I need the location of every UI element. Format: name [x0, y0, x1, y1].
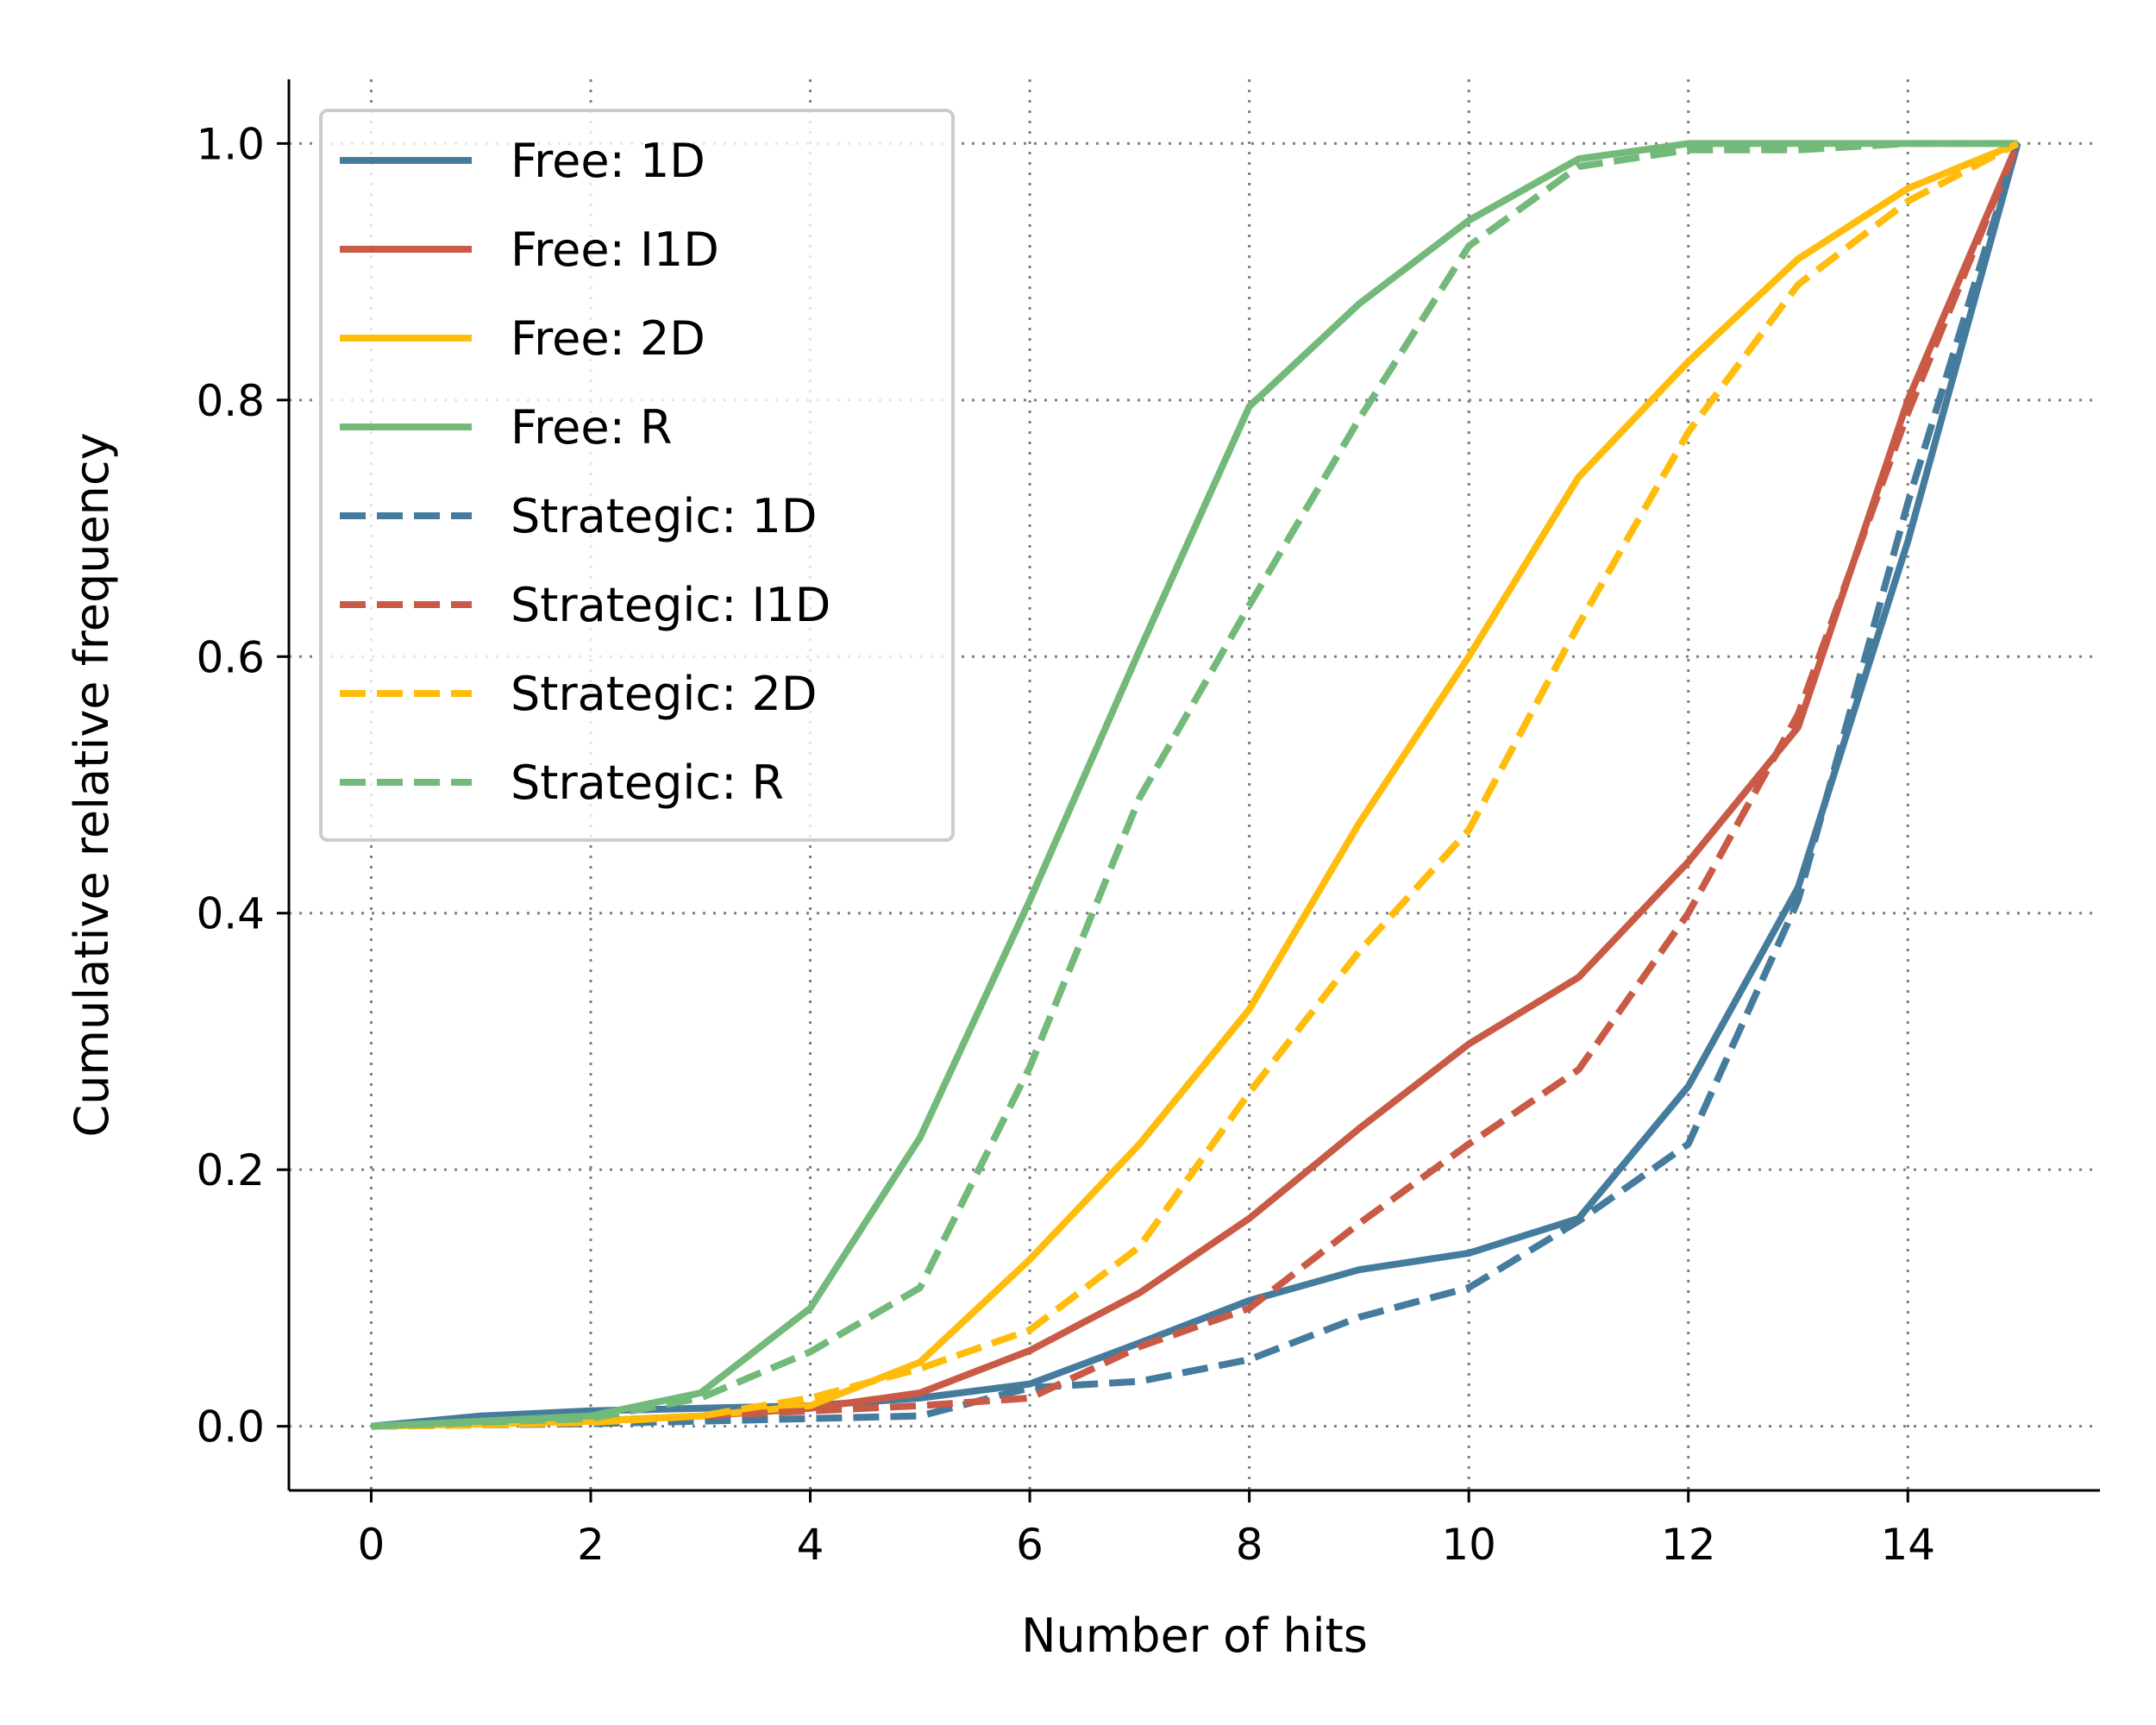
legend-label: Free: 1D	[511, 134, 705, 188]
series-line-free-r	[371, 140, 2018, 1430]
legend-label: Free: I1D	[511, 223, 719, 277]
legend-label: Free: 2D	[511, 311, 705, 366]
series-line-strategic-r	[371, 140, 2018, 1430]
legend: Free: 1D Free: I1D Free: 2D Free: R Strategi…	[319, 109, 955, 842]
y-tick-label: 0.4	[196, 889, 265, 939]
legend-label: Strategic: 2D	[511, 667, 817, 721]
x-tick-label: 6	[1016, 1520, 1044, 1570]
y-tick-label: 0.8	[196, 376, 265, 426]
y-tick-label: 0.6	[196, 632, 265, 682]
x-tick-label: 2	[577, 1520, 605, 1570]
x-tick-label: 14	[1880, 1520, 1935, 1570]
legend-label: Strategic: 1D	[511, 489, 817, 543]
legend-frame	[319, 109, 955, 842]
series-layer	[371, 140, 2021, 1430]
x-tick-label: 8	[1236, 1520, 1263, 1570]
y-tick-label: 0.0	[196, 1402, 265, 1452]
y-tick-label: 1.0	[196, 119, 265, 169]
series-line-strategic-2d	[371, 140, 2020, 1430]
ticks: 0 2 4 6 8 10 12 14 0.0 0.2 0.4 0.6 0.8 1.0	[196, 119, 1935, 1570]
x-tick-label: 10	[1441, 1520, 1496, 1570]
y-axis-label: Cumulative relative frequency	[65, 432, 119, 1137]
x-tick-label: 4	[797, 1520, 824, 1570]
legend-label: Strategic: R	[511, 756, 784, 810]
x-tick-label: 0	[358, 1520, 385, 1570]
x-tick-label: 12	[1661, 1520, 1716, 1570]
legend-label: Strategic: I1D	[511, 578, 830, 632]
x-axis-label: Number of hits	[1021, 1609, 1368, 1663]
legend-label: Free: R	[511, 400, 672, 455]
y-tick-label: 0.2	[196, 1145, 265, 1195]
